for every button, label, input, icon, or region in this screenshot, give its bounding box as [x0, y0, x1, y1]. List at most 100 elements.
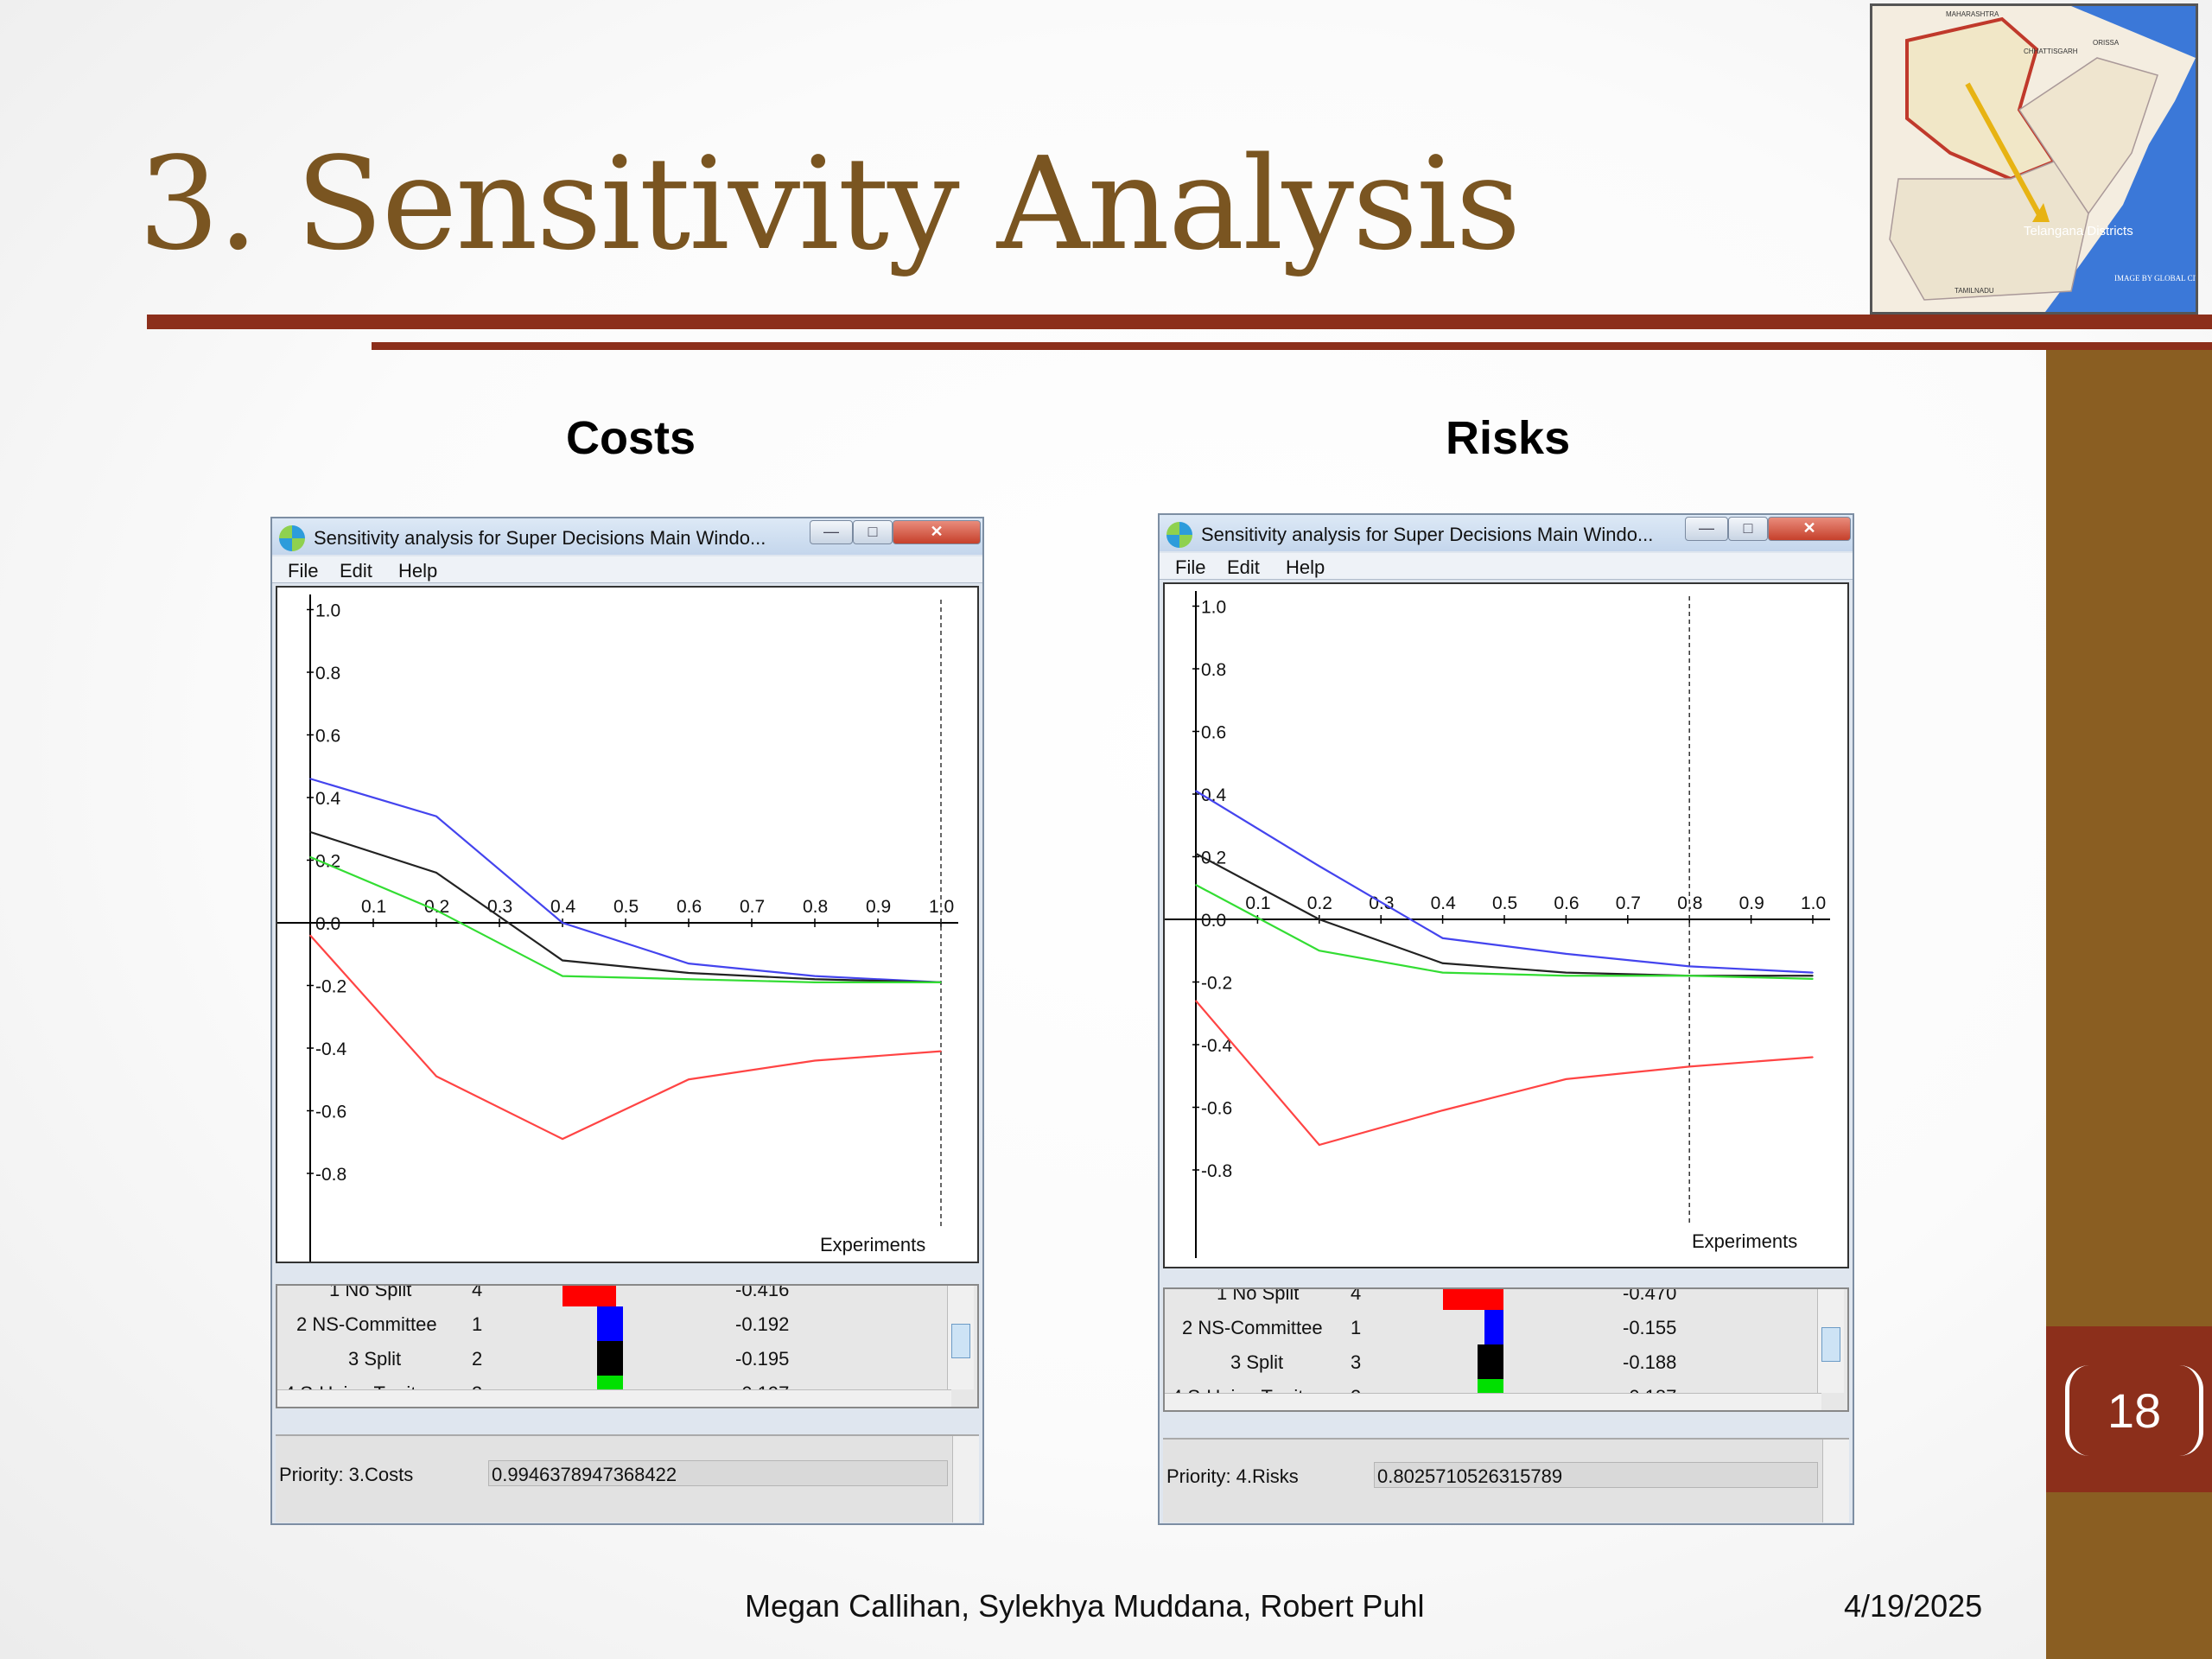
- data-point: [309, 856, 311, 858]
- data-point: [1441, 937, 1444, 939]
- data-point: [1319, 865, 1320, 868]
- y-tick-label: -0.6: [315, 1103, 346, 1122]
- x-tick-label: 0.3: [487, 897, 512, 917]
- footer-date: 4/19/2025: [1844, 1588, 1983, 1624]
- priority-value: 0.9946378947368422: [492, 1464, 677, 1485]
- x-tick-label: 0.9: [1739, 893, 1764, 913]
- scroll-thumb[interactable]: [1821, 1327, 1840, 1362]
- data-point: [435, 815, 437, 817]
- alt-value: -0.188: [1623, 1351, 1677, 1373]
- data-point: [814, 982, 816, 983]
- data-point: [1441, 962, 1444, 964]
- sensitivity-plot[interactable]: 1.0 0.8 0.6 0.4 0.2 0.0 -0.2 -0.4 -0.6 -0.8 0.1 0.2…: [276, 586, 979, 1263]
- minimize-button[interactable]: —: [810, 520, 853, 544]
- data-point: [688, 972, 690, 974]
- map-region-label: ORISSA: [2093, 39, 2120, 47]
- menu-help[interactable]: Help: [398, 560, 438, 582]
- footer-authors: Megan Callihan, Sylekhya Muddana, Robert…: [745, 1588, 1425, 1624]
- window-titlebar[interactable]: Sensitivity analysis for Super Decisions…: [272, 518, 982, 555]
- x-tick-label: 0.5: [1492, 893, 1517, 913]
- risks-sensitivity-window[interactable]: Sensitivity analysis for Super Decisions…: [1158, 513, 1854, 1525]
- menu-edit[interactable]: Edit: [340, 560, 372, 582]
- data-point: [1688, 975, 1690, 977]
- list-item[interactable]: 3 Split 3 -0.188: [1165, 1351, 1821, 1386]
- alternatives-list[interactable]: 1 No Split 4 -0.470 2 NS-Committee 1 -0.…: [1163, 1287, 1849, 1412]
- list-item[interactable]: 2 NS-Committee 1 -0.155: [1165, 1317, 1821, 1351]
- status-scrollbar[interactable]: [1822, 1440, 1849, 1522]
- list-item[interactable]: 1 No Split 4 -0.416: [277, 1284, 951, 1313]
- maximize-button[interactable]: □: [853, 520, 893, 544]
- minimize-button[interactable]: —: [1685, 517, 1728, 541]
- menu-edit[interactable]: Edit: [1227, 556, 1260, 578]
- list-item[interactable]: 2 NS-Committee 1 -0.192: [277, 1313, 951, 1348]
- list-item[interactable]: 3 Split 2 -0.195: [277, 1348, 951, 1382]
- list-vertical-scrollbar[interactable]: [947, 1286, 974, 1389]
- bar-ns-committee: [597, 1306, 623, 1341]
- data-point: [562, 922, 563, 924]
- x-tick-label: 0.1: [361, 897, 386, 917]
- window-title: Sensitivity analysis for Super Decisions…: [314, 527, 766, 549]
- alt-rank: 4: [472, 1284, 483, 1300]
- x-tick-label: 0.6: [677, 897, 702, 917]
- close-button[interactable]: ✕: [893, 520, 981, 544]
- data-point: [435, 872, 437, 874]
- data-point: [1319, 950, 1320, 952]
- y-tick-label: -0.2: [1201, 974, 1232, 994]
- menu-file[interactable]: File: [288, 560, 319, 582]
- data-point: [1195, 884, 1197, 886]
- title-rule-thin: [372, 342, 2212, 350]
- list-item[interactable]: 1 No Split 4 -0.470: [1165, 1287, 1821, 1317]
- priority-field: [1374, 1462, 1818, 1488]
- data-point: [814, 1059, 816, 1062]
- data-point: [940, 982, 942, 983]
- menu-help[interactable]: Help: [1286, 556, 1325, 578]
- y-tick-label: 0.0: [1201, 911, 1226, 931]
- close-button[interactable]: ✕: [1768, 517, 1851, 541]
- sensitivity-plot[interactable]: 1.0 0.8 0.6 0.4 0.2 0.0 -0.2 -0.4 -0.6 -0.8 0.1 0.2…: [1163, 582, 1849, 1268]
- data-point: [309, 934, 311, 937]
- scroll-thumb[interactable]: [951, 1324, 970, 1358]
- alternatives-list[interactable]: 1 No Split 4 -0.416 2 NS-Committee 1 -0.…: [276, 1284, 979, 1408]
- data-point: [688, 978, 690, 981]
- data-point: [1812, 971, 1814, 974]
- alt-rank: 1: [472, 1313, 483, 1335]
- data-point: [814, 975, 816, 977]
- data-point: [688, 963, 690, 964]
- data-point: [1812, 1056, 1814, 1058]
- maximize-button[interactable]: □: [1728, 517, 1768, 541]
- data-point: [688, 1078, 690, 1081]
- alt-name: 2 NS-Committee: [1182, 1317, 1323, 1338]
- y-tick-label: 0.8: [315, 664, 340, 683]
- list-horizontal-scrollbar[interactable]: [277, 1389, 951, 1407]
- costs-sensitivity-window[interactable]: Sensitivity analysis for Super Decisions…: [270, 517, 984, 1525]
- priority-value: 0.8025710526315789: [1377, 1465, 1563, 1487]
- series-line-2: [309, 778, 942, 983]
- data-point: [1195, 853, 1197, 855]
- map-label: Telangana Districts: [2024, 224, 2133, 238]
- alt-rank: 2: [472, 1348, 483, 1370]
- series-line-3: [309, 830, 942, 983]
- status-area: Priority: 4.Risks 0.8025710526315789: [1163, 1438, 1849, 1522]
- data-point: [1441, 1109, 1444, 1111]
- alt-rank: 1: [1351, 1317, 1362, 1338]
- window-titlebar[interactable]: Sensitivity analysis for Super Decisions…: [1160, 515, 1853, 551]
- alt-value: -0.195: [735, 1348, 790, 1370]
- list-horizontal-scrollbar[interactable]: [1165, 1393, 1821, 1410]
- costs-chart-svg: 1.00.80.60.40.20.0-0.2-0.4-0.6-0.80.1 0.2…: [277, 594, 958, 1262]
- data-point: [1812, 975, 1814, 977]
- data-point: [435, 909, 437, 912]
- y-tick-label: 0.6: [315, 727, 340, 747]
- y-tick-label: -0.8: [315, 1165, 346, 1185]
- alt-value: -0.470: [1623, 1287, 1677, 1304]
- map-graphic: Telangana Districts MAHARASHTRA CHHATTIS…: [1889, 6, 2196, 312]
- slide-title: 3. Sensitivity Analysis: [138, 130, 1521, 278]
- menu-file[interactable]: File: [1175, 556, 1206, 578]
- alt-rank: 4: [1351, 1287, 1362, 1304]
- list-vertical-scrollbar[interactable]: [1817, 1289, 1844, 1393]
- data-point: [1565, 953, 1567, 955]
- data-point: [1319, 918, 1320, 920]
- status-scrollbar[interactable]: [952, 1436, 979, 1522]
- bar-split: [1478, 1344, 1503, 1379]
- y-tick-label: 0.4: [1201, 785, 1227, 805]
- alt-name: 2 NS-Committee: [296, 1313, 437, 1335]
